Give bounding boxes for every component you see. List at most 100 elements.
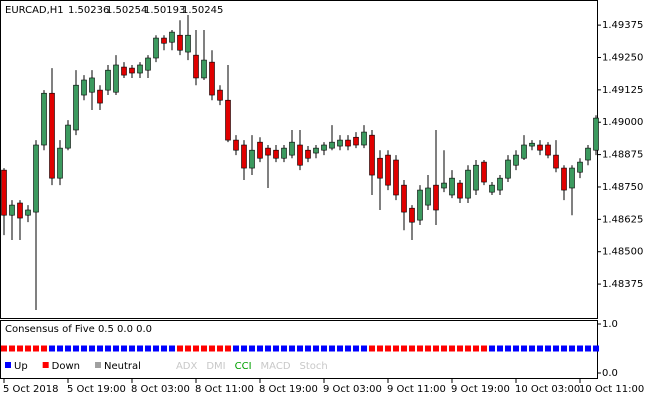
candle-body [513,154,519,166]
candle-body [553,154,559,169]
candle-body [577,161,583,173]
y-tick-label: 1.48375 [602,279,643,290]
signal-mark [345,345,351,352]
candle-body [433,184,439,211]
price-pane [0,0,598,319]
legend-swatch [5,362,11,368]
candle-body [273,149,279,159]
x-tick-label: 5 Oct 2018 [3,384,58,395]
header-value: 1.50193 [144,5,185,16]
signal-mark [433,345,439,352]
candle-body [489,184,495,193]
candle-body [1,169,7,216]
signal-mark [321,345,327,352]
candle-body [321,144,327,151]
candle-body [585,147,591,161]
y-tick-label: 1.49000 [602,117,643,128]
signal-mark [89,345,95,352]
signal-mark [513,345,519,352]
candle-body [529,142,535,147]
signal-mark [177,345,183,352]
signal-mark [249,345,255,352]
candle-body [249,149,255,169]
candle-body [177,34,183,51]
candle-body [401,184,407,213]
signal-mark [369,345,375,352]
signal-mark [49,345,55,352]
signal-mark [537,345,543,352]
candle-body [97,89,103,104]
signal-mark [521,345,527,352]
signal-mark [281,345,287,352]
y-tick-label: 1.48875 [602,150,643,161]
signal-mark [193,345,199,352]
candle-body [33,144,39,213]
candle-body [409,207,415,223]
signal-mark [569,345,575,352]
signal-mark [553,345,559,352]
signal-mark [297,345,303,352]
candle-body [337,139,343,147]
signal-mark [161,345,167,352]
candle-body [281,147,287,159]
signal-mark [97,345,103,352]
signal-mark [17,345,23,352]
candle-body [257,141,263,159]
signal-mark [233,345,239,352]
candle-body [441,182,447,189]
signal-mark [529,345,535,352]
candle-body [569,167,575,189]
signal-mark [417,345,423,352]
signal-mark [489,345,495,352]
x-tick-label: 5 Oct 19:00 [67,384,126,395]
x-tick-label: 8 Oct 11:00 [195,384,254,395]
candle-body [9,204,15,216]
candle-body [353,136,359,146]
legend-swatch [42,362,49,368]
signal-mark [545,345,551,352]
candle-body [505,159,511,179]
signal-mark [561,345,567,352]
signal-mark [329,345,335,352]
signal-mark [401,345,407,352]
signal-mark [209,345,215,352]
signal-mark [337,345,343,352]
x-tick-label: 9 Oct 19:00 [451,384,510,395]
header-value: 1.50254 [106,5,147,16]
signal-mark [505,345,511,352]
signal-mark [241,345,247,352]
indicator-name: CCI [235,361,252,372]
y-tick-label: 1.49125 [602,85,643,96]
y-tick-label: 1.0 [602,319,618,330]
candle-body [129,67,135,74]
signal-mark [585,345,591,352]
candle-body [593,117,599,151]
signal-mark [81,345,87,352]
y-tick-label: 1.48750 [602,182,643,193]
candle-body [25,209,31,216]
signal-mark [353,345,359,352]
candle-body [457,182,463,199]
candle-body [473,164,479,191]
candle-body [289,141,295,156]
candle-body [417,189,423,221]
y-tick-label: 0.0 [602,368,618,379]
candle-body [377,157,383,179]
candle-body [241,144,247,169]
candle-body [233,139,239,151]
signal-mark [577,345,583,352]
candle-body [105,69,111,91]
indicator-name: Stoch [300,361,328,372]
x-tick-label: 8 Oct 03:00 [131,384,190,395]
candle-body [537,144,543,151]
signal-mark [289,345,295,352]
candle-body [81,79,87,96]
signal-mark [425,345,431,352]
signal-mark [217,345,223,352]
candle-body [65,124,71,149]
candle-body [113,64,119,93]
legend-label: Down [52,361,80,372]
signal-mark [201,345,207,352]
signal-mark [273,345,279,352]
x-tick-label: 9 Oct 03:00 [323,384,382,395]
